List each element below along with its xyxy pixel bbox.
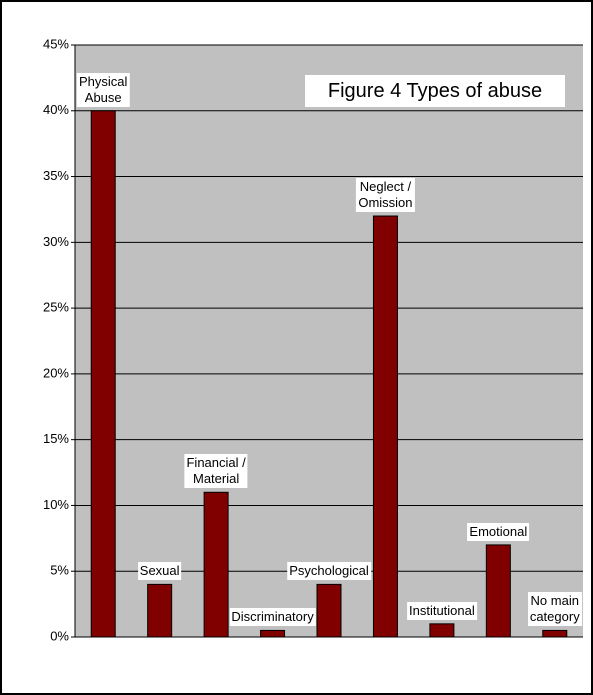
bar bbox=[316, 583, 342, 638]
y-tick-label: 45% bbox=[43, 36, 69, 51]
y-tick-label: 5% bbox=[50, 563, 69, 578]
bar bbox=[90, 110, 116, 638]
chart-title: Figure 4 Types of abuse bbox=[305, 75, 565, 107]
bar bbox=[260, 629, 286, 638]
category-label: Institutional bbox=[406, 601, 477, 620]
category-label: Sexual bbox=[137, 562, 182, 581]
category-label: Neglect / Omission bbox=[356, 178, 415, 213]
y-tick-label: 25% bbox=[43, 300, 69, 315]
bar bbox=[485, 544, 511, 638]
bar bbox=[203, 491, 229, 638]
category-label: Emotional bbox=[467, 522, 530, 541]
bar bbox=[147, 583, 173, 638]
category-label: Financial / Material bbox=[184, 454, 248, 489]
category-label: Physical Abuse bbox=[77, 72, 130, 107]
category-label: Discriminatory bbox=[229, 608, 316, 627]
bar bbox=[429, 623, 455, 638]
bar bbox=[372, 215, 398, 638]
category-label: Psychological bbox=[287, 562, 371, 581]
y-tick-label: 15% bbox=[43, 431, 69, 446]
y-tick-label: 35% bbox=[43, 168, 69, 183]
y-tick-label: 30% bbox=[43, 234, 69, 249]
y-tick-label: 20% bbox=[43, 365, 69, 380]
category-label: No main category bbox=[527, 592, 582, 627]
bar bbox=[542, 629, 568, 638]
y-tick-label: 40% bbox=[43, 102, 69, 117]
y-tick-label: 10% bbox=[43, 497, 69, 512]
y-tick-label: 0% bbox=[50, 628, 69, 643]
